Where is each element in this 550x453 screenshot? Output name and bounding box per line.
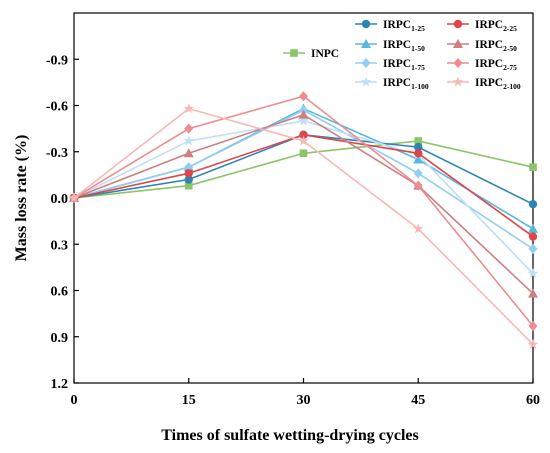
x-tick-label: 0 <box>71 393 78 408</box>
legend-label: IRPC2-100 <box>475 77 521 91</box>
legend-entry: IRPC1-50 <box>355 39 425 53</box>
legend-entry: IRPC1-100 <box>355 76 429 91</box>
y-axis-title: Mass loss rate (%) <box>13 135 30 262</box>
legend-entry: IRPC2-25 <box>447 19 517 33</box>
x-tick-label: 30 <box>297 393 311 408</box>
legend-entry: IRPC1-75 <box>355 58 425 72</box>
data-point <box>183 103 194 114</box>
data-point <box>298 109 309 119</box>
legend-marker <box>361 19 371 29</box>
data-point <box>184 181 193 190</box>
series-line <box>73 107 534 346</box>
legend-marker <box>360 76 372 87</box>
series-IRPC2-75 <box>69 91 538 331</box>
data-point <box>184 123 194 134</box>
data-point <box>68 192 80 203</box>
legend-entry: IRPC1-25 <box>355 19 425 33</box>
y-tick-label: 0.3 <box>51 238 69 253</box>
x-tick-label: 45 <box>411 393 425 408</box>
data-point <box>298 135 309 146</box>
data-point <box>528 232 538 241</box>
legend-entry: IRPC2-100 <box>447 76 521 91</box>
data-point <box>528 320 538 331</box>
plot-frame <box>73 12 534 384</box>
data-point <box>527 268 539 278</box>
data-point <box>413 154 424 164</box>
legend-marker <box>452 76 464 87</box>
data-point <box>299 91 308 102</box>
legend-label: INPC <box>311 48 339 60</box>
y-tick-label: 0.0 <box>51 192 69 207</box>
legend-label: IRPC1-100 <box>383 77 429 91</box>
legend-label: IRPC2-50 <box>475 39 517 53</box>
legend-marker <box>453 58 463 68</box>
data-point <box>299 130 308 139</box>
y-tick-label: 0.9 <box>51 331 69 346</box>
axes: 0 15 30 45 60 -0.9 -0.6 -0.3 0.0 0.3 0.6 0.9 1.2 <box>46 53 540 408</box>
legend-label: IRPC1-50 <box>383 39 425 53</box>
legend-marker <box>361 39 371 48</box>
legend-label: IRPC2-25 <box>475 19 517 33</box>
x-axis-title: Times of sulfate wetting-drying cycles <box>161 427 418 444</box>
data-point <box>527 338 539 349</box>
legend-label: IRPC1-75 <box>383 58 425 72</box>
legend-entry: IRPC2-75 <box>447 58 517 72</box>
data-point <box>528 243 538 254</box>
legend-entry: IRPC2-50 <box>447 39 517 53</box>
data-point <box>528 288 538 298</box>
data-point <box>529 163 537 171</box>
data-point <box>183 148 194 158</box>
y-tick-label: -0.9 <box>46 53 68 68</box>
legend: INPC IRPC1-25 IRPC1-50 IRPC1-75 IRPC1-100 IRP… <box>283 19 521 91</box>
legend-entry: INPC <box>283 48 339 60</box>
data-point <box>184 162 194 173</box>
y-tick-label: 0.6 <box>51 285 69 300</box>
legend-marker <box>453 19 463 29</box>
y-tick-label: -0.3 <box>46 146 68 161</box>
data-point <box>183 135 194 146</box>
legend-label: IRPC2-75 <box>475 58 517 72</box>
data-point <box>184 169 193 178</box>
series-layer <box>68 91 539 349</box>
data-point <box>414 149 423 158</box>
series-line <box>73 107 534 230</box>
data-point <box>299 149 308 158</box>
data-point <box>184 175 193 184</box>
y-tick-label: -0.6 <box>46 100 68 115</box>
legend-marker <box>361 58 371 68</box>
data-point <box>414 142 423 152</box>
data-point <box>413 180 423 191</box>
y-tick-label: 1.2 <box>51 377 69 392</box>
legend-marker <box>453 39 463 48</box>
data-point <box>413 168 423 179</box>
legend-label: IRPC1-25 <box>383 19 425 33</box>
data-point <box>298 115 309 126</box>
data-point <box>528 199 538 209</box>
x-tick-label: 15 <box>182 393 196 408</box>
x-tick-label: 60 <box>526 393 540 408</box>
data-point <box>414 137 423 145</box>
legend-marker <box>290 49 298 57</box>
data-point <box>528 223 538 233</box>
data-point <box>413 223 424 234</box>
series-IRPC2-100 <box>68 103 539 349</box>
